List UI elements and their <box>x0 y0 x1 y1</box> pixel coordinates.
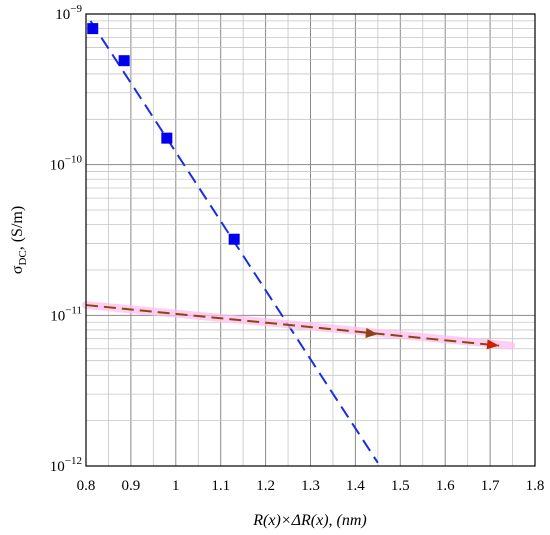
x-axis-label: R(x)×ΔR(x), (nm) <box>252 512 366 529</box>
plot-frame <box>85 13 536 467</box>
plot-series <box>82 20 516 464</box>
x-tick-label: 1.5 <box>391 478 410 494</box>
x-tick-label: 1.2 <box>256 478 275 494</box>
x-tick-label: 1.8 <box>526 478 545 494</box>
data-point <box>87 23 99 35</box>
arrowhead <box>365 328 378 338</box>
grid <box>85 14 536 467</box>
y-tick-label: 10−12 <box>50 455 82 475</box>
x-tick-label: 1.6 <box>436 478 455 494</box>
y-tick-label: 10−10 <box>50 154 83 174</box>
x-tick-label: 1.7 <box>481 478 500 494</box>
x-tick-label: 1.1 <box>211 478 230 494</box>
x-tick-label: 1 <box>172 478 180 494</box>
y-axis-label: σDC, (S/m) <box>9 206 29 274</box>
x-tick-label: 0.9 <box>122 478 141 494</box>
data-point <box>118 55 130 67</box>
y-tick-label: 10−11 <box>50 304 82 324</box>
arrow-highlight <box>82 301 516 350</box>
x-tick-label: 1.4 <box>346 478 365 494</box>
data-point <box>161 132 173 144</box>
x-tick-label: 1.3 <box>301 478 320 494</box>
trend-arrow-line <box>85 304 500 347</box>
x-tick-label: 0.8 <box>77 478 96 494</box>
arrowhead <box>486 339 500 350</box>
y-tick-label: 10−9 <box>55 3 82 23</box>
tick-labels: 0.8 0.9 1 1.1 1.2 1.3 1.4 1.5 1.6 1.7 1.8 10−12 10−1… <box>50 3 545 494</box>
data-point <box>228 233 240 245</box>
